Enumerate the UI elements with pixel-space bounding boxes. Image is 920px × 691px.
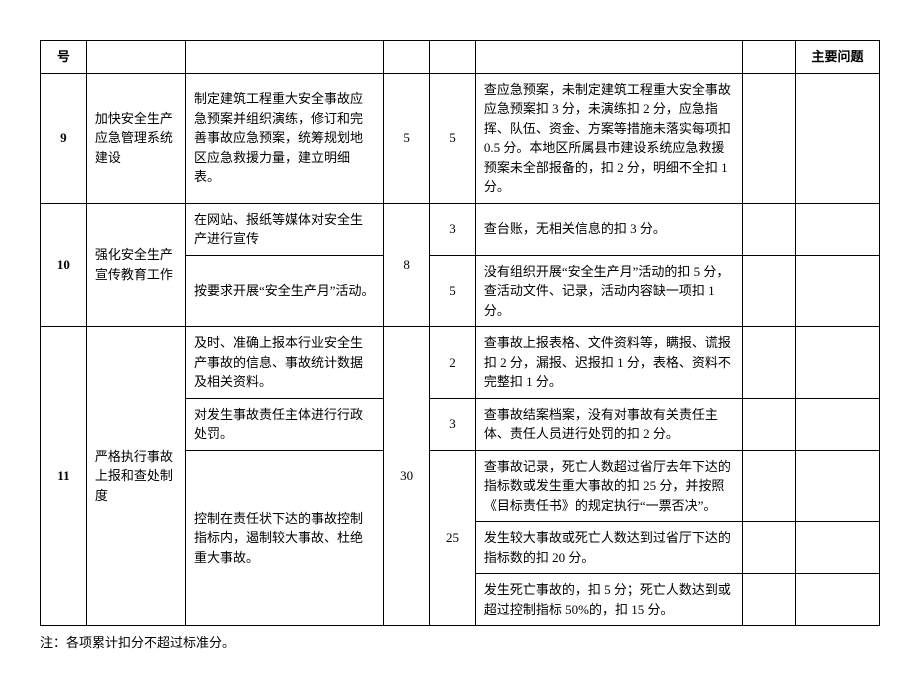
table-row: 9 加快安全生产应急管理系统建设 制定建筑工程重大安全事故应急预案并组织演练，修… xyxy=(41,73,880,203)
row-blank xyxy=(742,574,795,626)
row-issue xyxy=(796,73,880,203)
header-issue: 主要问题 xyxy=(796,41,880,74)
header-blank-1 xyxy=(86,41,185,74)
row-issue xyxy=(796,255,880,327)
assessment-table: 号 主要问题 9 加快安全生产应急管理系统建设 制定建筑工程重大安全事故应急预案… xyxy=(40,40,880,626)
row-issue xyxy=(796,450,880,522)
row-issue xyxy=(796,522,880,574)
row-num: 9 xyxy=(41,73,87,203)
row-desc: 对发生事故责任主体进行行政处罚。 xyxy=(186,398,384,450)
row-score2: 2 xyxy=(430,327,476,399)
header-blank-6 xyxy=(742,41,795,74)
row-issue xyxy=(796,327,880,399)
row-score2: 3 xyxy=(430,398,476,450)
table-note: 注：各项累计扣分不超过标准分。 xyxy=(40,632,880,651)
row-score1: 30 xyxy=(384,327,430,626)
row-score2: 5 xyxy=(430,73,476,203)
header-num: 号 xyxy=(41,41,87,74)
row-desc: 控制在责任状下达的事故控制指标内，遏制较大事故、杜绝重大事故。 xyxy=(186,450,384,626)
row-desc: 制定建筑工程重大安全事故应急预案并组织演练，修订和完善事故应急预案，统筹规划地区… xyxy=(186,73,384,203)
row-blank xyxy=(742,450,795,522)
row-score1: 8 xyxy=(384,203,430,327)
row-issue xyxy=(796,398,880,450)
header-blank-5 xyxy=(475,41,742,74)
row-rule: 查事故记录，死亡人数超过省厅去年下达的指标数或发生重大事故的扣 25 分，并按照… xyxy=(475,450,742,522)
row-rule: 没有组织开展“安全生产月”活动的扣 5 分，查活动文件、记录，活动内容缺一项扣 … xyxy=(475,255,742,327)
row-issue xyxy=(796,203,880,255)
table-row: 10 强化安全生产宣传教育工作 在网站、报纸等媒体对安全生产进行宣传 8 3 查… xyxy=(41,203,880,255)
row-title: 强化安全生产宣传教育工作 xyxy=(86,203,185,327)
row-blank xyxy=(742,203,795,255)
row-blank xyxy=(742,327,795,399)
row-score2: 3 xyxy=(430,203,476,255)
row-rule: 查台账，无相关信息的扣 3 分。 xyxy=(475,203,742,255)
header-blank-4 xyxy=(430,41,476,74)
row-rule: 发生较大事故或死亡人数达到过省厅下达的指标数的扣 20 分。 xyxy=(475,522,742,574)
row-title: 严格执行事故上报和查处制度 xyxy=(86,327,185,626)
header-blank-3 xyxy=(384,41,430,74)
row-rule: 查应急预案，未制定建筑工程重大安全事故应急预案扣 3 分，未演练扣 2 分，应急… xyxy=(475,73,742,203)
row-title: 加快安全生产应急管理系统建设 xyxy=(86,73,185,203)
row-num: 10 xyxy=(41,203,87,327)
row-rule: 查事故上报表格、文件资料等，瞒报、谎报扣 2 分，漏报、迟报扣 1 分，表格、资… xyxy=(475,327,742,399)
row-num: 11 xyxy=(41,327,87,626)
row-score2: 5 xyxy=(430,255,476,327)
row-score1: 5 xyxy=(384,73,430,203)
header-blank-2 xyxy=(186,41,384,74)
table-header-row: 号 主要问题 xyxy=(41,41,880,74)
row-desc: 及时、准确上报本行业安全生产事故的信息、事故统计数据及相关资料。 xyxy=(186,327,384,399)
row-blank xyxy=(742,255,795,327)
row-blank xyxy=(742,522,795,574)
row-desc: 在网站、报纸等媒体对安全生产进行宣传 xyxy=(186,203,384,255)
row-desc: 按要求开展“安全生产月”活动。 xyxy=(186,255,384,327)
row-rule: 发生死亡事故的，扣 5 分；死亡人数达到或超过控制指标 50%的，扣 15 分。 xyxy=(475,574,742,626)
table-row: 11 严格执行事故上报和查处制度 及时、准确上报本行业安全生产事故的信息、事故统… xyxy=(41,327,880,399)
row-blank xyxy=(742,398,795,450)
row-score2: 25 xyxy=(430,450,476,626)
row-issue xyxy=(796,574,880,626)
row-blank xyxy=(742,73,795,203)
row-rule: 查事故结案档案，没有对事故有关责任主体、责任人员进行处罚的扣 2 分。 xyxy=(475,398,742,450)
